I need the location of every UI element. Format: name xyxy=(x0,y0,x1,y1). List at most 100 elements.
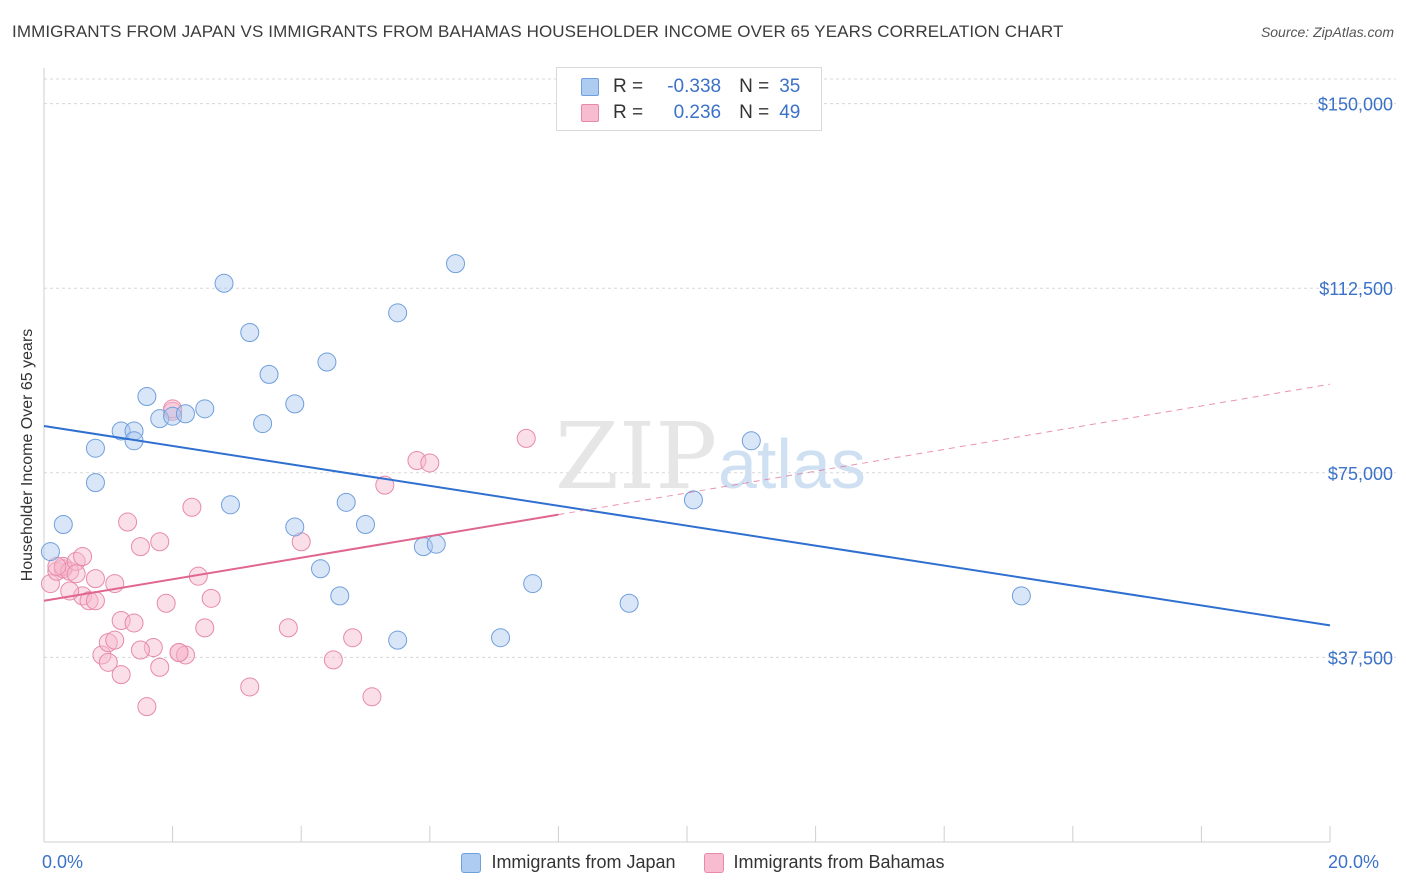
japan-point xyxy=(85,473,105,493)
japan-point xyxy=(85,438,105,458)
bahamas-point xyxy=(85,569,105,589)
legend-r-value-japan: -0.338 xyxy=(667,76,722,97)
legend-r-label: R = xyxy=(613,76,644,97)
series-legend: Immigrants from Japan Immigrants from Ba… xyxy=(0,852,1406,873)
japan-point xyxy=(388,303,408,323)
bahamas-point xyxy=(124,613,144,633)
series-swatch-bahamas xyxy=(703,852,724,873)
japan-point xyxy=(310,559,330,579)
japan-point xyxy=(175,404,195,424)
bahamas-point xyxy=(156,593,176,613)
axes xyxy=(43,68,1331,843)
legend-swatch-japan xyxy=(581,78,599,96)
legend-n-value-japan: 35 xyxy=(779,76,801,97)
japan-point xyxy=(214,273,234,293)
japan-point xyxy=(137,387,157,407)
bahamas-point xyxy=(169,642,189,662)
correlation-legend: R = -0.338 N = 35 R = 0.236 N = 49 xyxy=(556,67,822,131)
bahamas-point xyxy=(201,588,221,608)
japan-point xyxy=(285,517,305,537)
japan-point xyxy=(426,534,446,554)
bahamas-point xyxy=(130,537,150,557)
japan-point xyxy=(1011,586,1031,606)
japan-point xyxy=(220,495,240,515)
y-tick-label: $150,000 xyxy=(1318,95,1393,115)
bahamas-point xyxy=(278,618,298,638)
bahamas-trend-line xyxy=(43,513,559,602)
japan-trend-line xyxy=(43,425,1331,627)
japan-point xyxy=(40,542,60,562)
bahamas-point xyxy=(98,652,118,672)
bahamas-points xyxy=(40,399,536,717)
bahamas-point xyxy=(130,640,150,660)
series-legend-bahamas: Immigrants from Bahamas xyxy=(703,852,945,873)
japan-point xyxy=(240,323,260,343)
japan-point xyxy=(317,352,337,372)
legend-r-value-bahamas: 0.236 xyxy=(673,102,722,123)
japan-point xyxy=(285,394,305,414)
y-tick-label: $75,000 xyxy=(1328,464,1393,484)
japan-point xyxy=(446,254,466,274)
bahamas-point xyxy=(40,574,60,594)
bahamas-point xyxy=(516,428,536,448)
bahamas-point xyxy=(92,645,112,665)
bahamas-point xyxy=(240,677,260,697)
japan-point xyxy=(330,586,350,606)
bahamas-point xyxy=(420,453,440,473)
legend-row-japan: R = -0.338 N = 35 xyxy=(581,76,800,98)
bahamas-point xyxy=(66,564,86,584)
bahamas-point xyxy=(362,687,382,707)
bahamas-point xyxy=(105,630,125,650)
bahamas-point xyxy=(137,697,157,717)
legend-r-label: R = xyxy=(613,102,644,123)
japan-point xyxy=(53,514,73,534)
japan-point xyxy=(619,593,639,613)
source-label: Source: ZipAtlas.com xyxy=(1260,24,1394,40)
bahamas-trend-extension xyxy=(558,383,1331,516)
japan-point xyxy=(336,492,356,512)
japan-points xyxy=(40,254,1031,650)
bahamas-point xyxy=(343,628,363,648)
x-tick-label-max: 20.0% xyxy=(1328,852,1380,872)
bahamas-point xyxy=(375,475,395,495)
y-tick-labels: $37,500 $75,000 $112,500 $150,000 xyxy=(1318,95,1393,669)
japan-point xyxy=(253,414,273,434)
x-tick-label-min: 0.0% xyxy=(42,852,84,872)
bahamas-point xyxy=(182,497,202,517)
japan-point xyxy=(523,574,543,594)
japan-point xyxy=(388,630,408,650)
bahamas-point xyxy=(195,618,215,638)
series-name-japan: Immigrants from Japan xyxy=(491,852,676,872)
series-swatch-japan xyxy=(461,852,482,873)
bahamas-point xyxy=(73,546,93,566)
japan-point xyxy=(356,514,375,534)
japan-point xyxy=(259,364,279,384)
japan-point xyxy=(741,431,761,451)
bahamas-point xyxy=(118,512,138,532)
bahamas-point xyxy=(150,532,170,552)
series-name-bahamas: Immigrants from Bahamas xyxy=(733,852,945,872)
grid-lines xyxy=(44,78,1396,658)
trend-lines xyxy=(43,383,1331,627)
legend-n-value-bahamas: 49 xyxy=(779,102,801,123)
series-legend-japan: Immigrants from Japan xyxy=(461,852,676,873)
watermark: ZIP atlas xyxy=(555,403,866,510)
y-tick-label: $37,500 xyxy=(1328,648,1393,668)
legend-n-label: N = xyxy=(739,102,770,123)
bahamas-point xyxy=(163,399,183,419)
legend-n-label: N = xyxy=(739,76,770,97)
bahamas-point xyxy=(85,591,105,611)
japan-point xyxy=(683,490,703,510)
japan-point xyxy=(491,628,511,648)
y-tick-label: $112,500 xyxy=(1319,279,1393,299)
bahamas-point xyxy=(150,657,170,677)
bahamas-point xyxy=(323,650,343,670)
legend-row-bahamas: R = 0.236 N = 49 xyxy=(581,102,800,124)
legend-swatch-bahamas xyxy=(581,104,599,122)
chart-title: IMMIGRANTS FROM JAPAN VS IMMIGRANTS FROM… xyxy=(12,22,1064,41)
watermark-atlas: atlas xyxy=(718,425,866,503)
bahamas-point xyxy=(111,665,131,685)
bahamas-point xyxy=(79,591,99,611)
japan-point xyxy=(195,399,215,419)
